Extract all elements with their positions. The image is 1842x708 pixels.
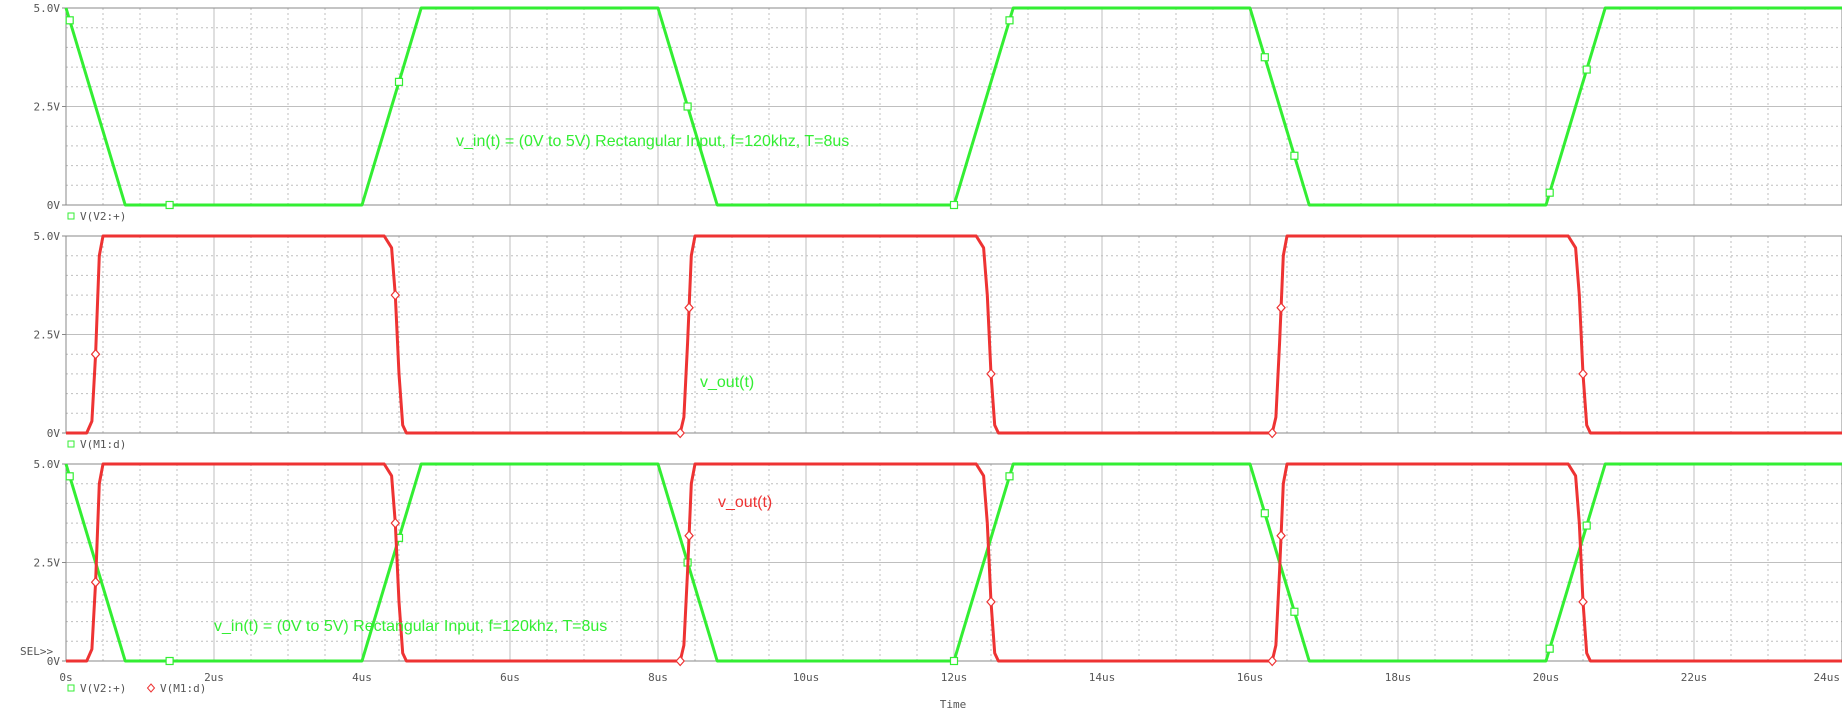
legend-square-marker bbox=[67, 684, 75, 692]
data-marker bbox=[949, 200, 959, 210]
data-marker bbox=[986, 596, 996, 608]
x-tick-label: 8us bbox=[648, 671, 668, 684]
data-marker bbox=[1545, 188, 1554, 197]
y-tick-label: 5.0V bbox=[34, 2, 61, 15]
data-marker bbox=[1545, 644, 1554, 653]
data-marker bbox=[1578, 368, 1588, 380]
panel-3: 5.0V 2.5V 0V v_out(t) v_in(t) = (0V to 5V) R… bbox=[20, 458, 1842, 695]
data-marker bbox=[1582, 65, 1591, 74]
data-marker bbox=[1290, 151, 1299, 160]
legend-diamond-marker bbox=[146, 683, 156, 693]
data-marker bbox=[165, 656, 174, 666]
data-marker bbox=[675, 427, 686, 439]
x-tick-label: 12us bbox=[941, 671, 968, 684]
data-marker bbox=[1267, 655, 1278, 667]
data-marker bbox=[1005, 16, 1014, 25]
plot-annotation: v_out(t) bbox=[718, 494, 772, 511]
plot-annotation: v_out(t) bbox=[700, 374, 754, 391]
panel-1: 5.0V 2.5V 0V v_in(t) = (0V to 5V) Rectangul… bbox=[34, 2, 1842, 223]
data-marker bbox=[1290, 607, 1299, 616]
sel-marker: SEL>> bbox=[20, 645, 53, 658]
y-tick-label: 5.0V bbox=[34, 458, 61, 471]
data-marker bbox=[684, 530, 694, 542]
data-marker bbox=[1582, 521, 1591, 530]
data-marker bbox=[1578, 596, 1588, 608]
legend-square-marker bbox=[67, 440, 75, 448]
y-tick-label: 2.5V bbox=[34, 557, 61, 570]
major-grid bbox=[66, 8, 1842, 205]
y-tick-label: 5.0V bbox=[34, 230, 61, 243]
data-marker bbox=[1260, 53, 1269, 62]
y-tick-label: 2.5V bbox=[34, 329, 61, 342]
series-line-v-m1-d bbox=[66, 462, 1842, 663]
data-marker bbox=[684, 302, 694, 314]
data-marker bbox=[90, 576, 101, 588]
data-marker bbox=[394, 77, 404, 86]
legend-label: V(V2:+) bbox=[80, 210, 126, 223]
series-line-v-m1-d bbox=[66, 234, 1842, 435]
data-marker bbox=[1260, 509, 1269, 518]
data-marker bbox=[1267, 427, 1278, 439]
x-tick-label: 14us bbox=[1089, 671, 1116, 684]
x-axis: 0s 2us 4us 6us 8us 10us 12us 14us 16us 18us 20us 22… bbox=[59, 671, 1840, 708]
data-marker bbox=[390, 289, 401, 301]
x-tick-label: 4us bbox=[352, 671, 372, 684]
x-tick-label: 24us bbox=[1814, 671, 1841, 684]
legend-label: V(V2:+) bbox=[80, 682, 126, 695]
x-tick-label: 20us bbox=[1533, 671, 1560, 684]
data-marker bbox=[65, 472, 74, 481]
x-tick-label: 22us bbox=[1681, 671, 1708, 684]
panel-2: 5.0V 2.5V 0V v_out(t) V(M1:d) bbox=[34, 230, 1842, 451]
data-marker bbox=[90, 348, 101, 360]
data-marker bbox=[1005, 472, 1014, 481]
x-tick-label: 18us bbox=[1385, 671, 1412, 684]
x-axis-label: Time bbox=[940, 698, 967, 708]
x-tick-label: 0s bbox=[59, 671, 72, 684]
x-tick-label: 10us bbox=[793, 671, 820, 684]
y-tick-label: 2.5V bbox=[34, 101, 61, 114]
x-tick-label: 6us bbox=[500, 671, 520, 684]
major-grid bbox=[66, 236, 1842, 433]
data-marker bbox=[1276, 302, 1286, 314]
data-marker bbox=[949, 656, 959, 666]
data-marker bbox=[390, 517, 401, 529]
major-grid bbox=[66, 464, 1842, 661]
x-tick-label: 2us bbox=[204, 671, 224, 684]
x-tick-label: 16us bbox=[1237, 671, 1264, 684]
data-marker bbox=[165, 200, 174, 210]
y-tick-label: 0V bbox=[47, 199, 61, 212]
legend-square-marker bbox=[67, 212, 75, 220]
plot-annotation: v_in(t) = (0V to 5V) Rectangular Input, … bbox=[214, 618, 607, 635]
data-marker bbox=[683, 102, 692, 111]
y-tick-label: 0V bbox=[47, 655, 61, 668]
legend-label: V(M1:d) bbox=[160, 682, 206, 695]
data-marker bbox=[65, 16, 74, 25]
data-marker bbox=[1276, 530, 1286, 542]
legend-label: V(M1:d) bbox=[80, 438, 126, 451]
plot-annotation: v_in(t) = (0V to 5V) Rectangular Input, … bbox=[456, 133, 849, 150]
y-tick-label: 0V bbox=[47, 427, 61, 440]
data-marker bbox=[675, 655, 686, 667]
data-marker bbox=[986, 368, 996, 380]
